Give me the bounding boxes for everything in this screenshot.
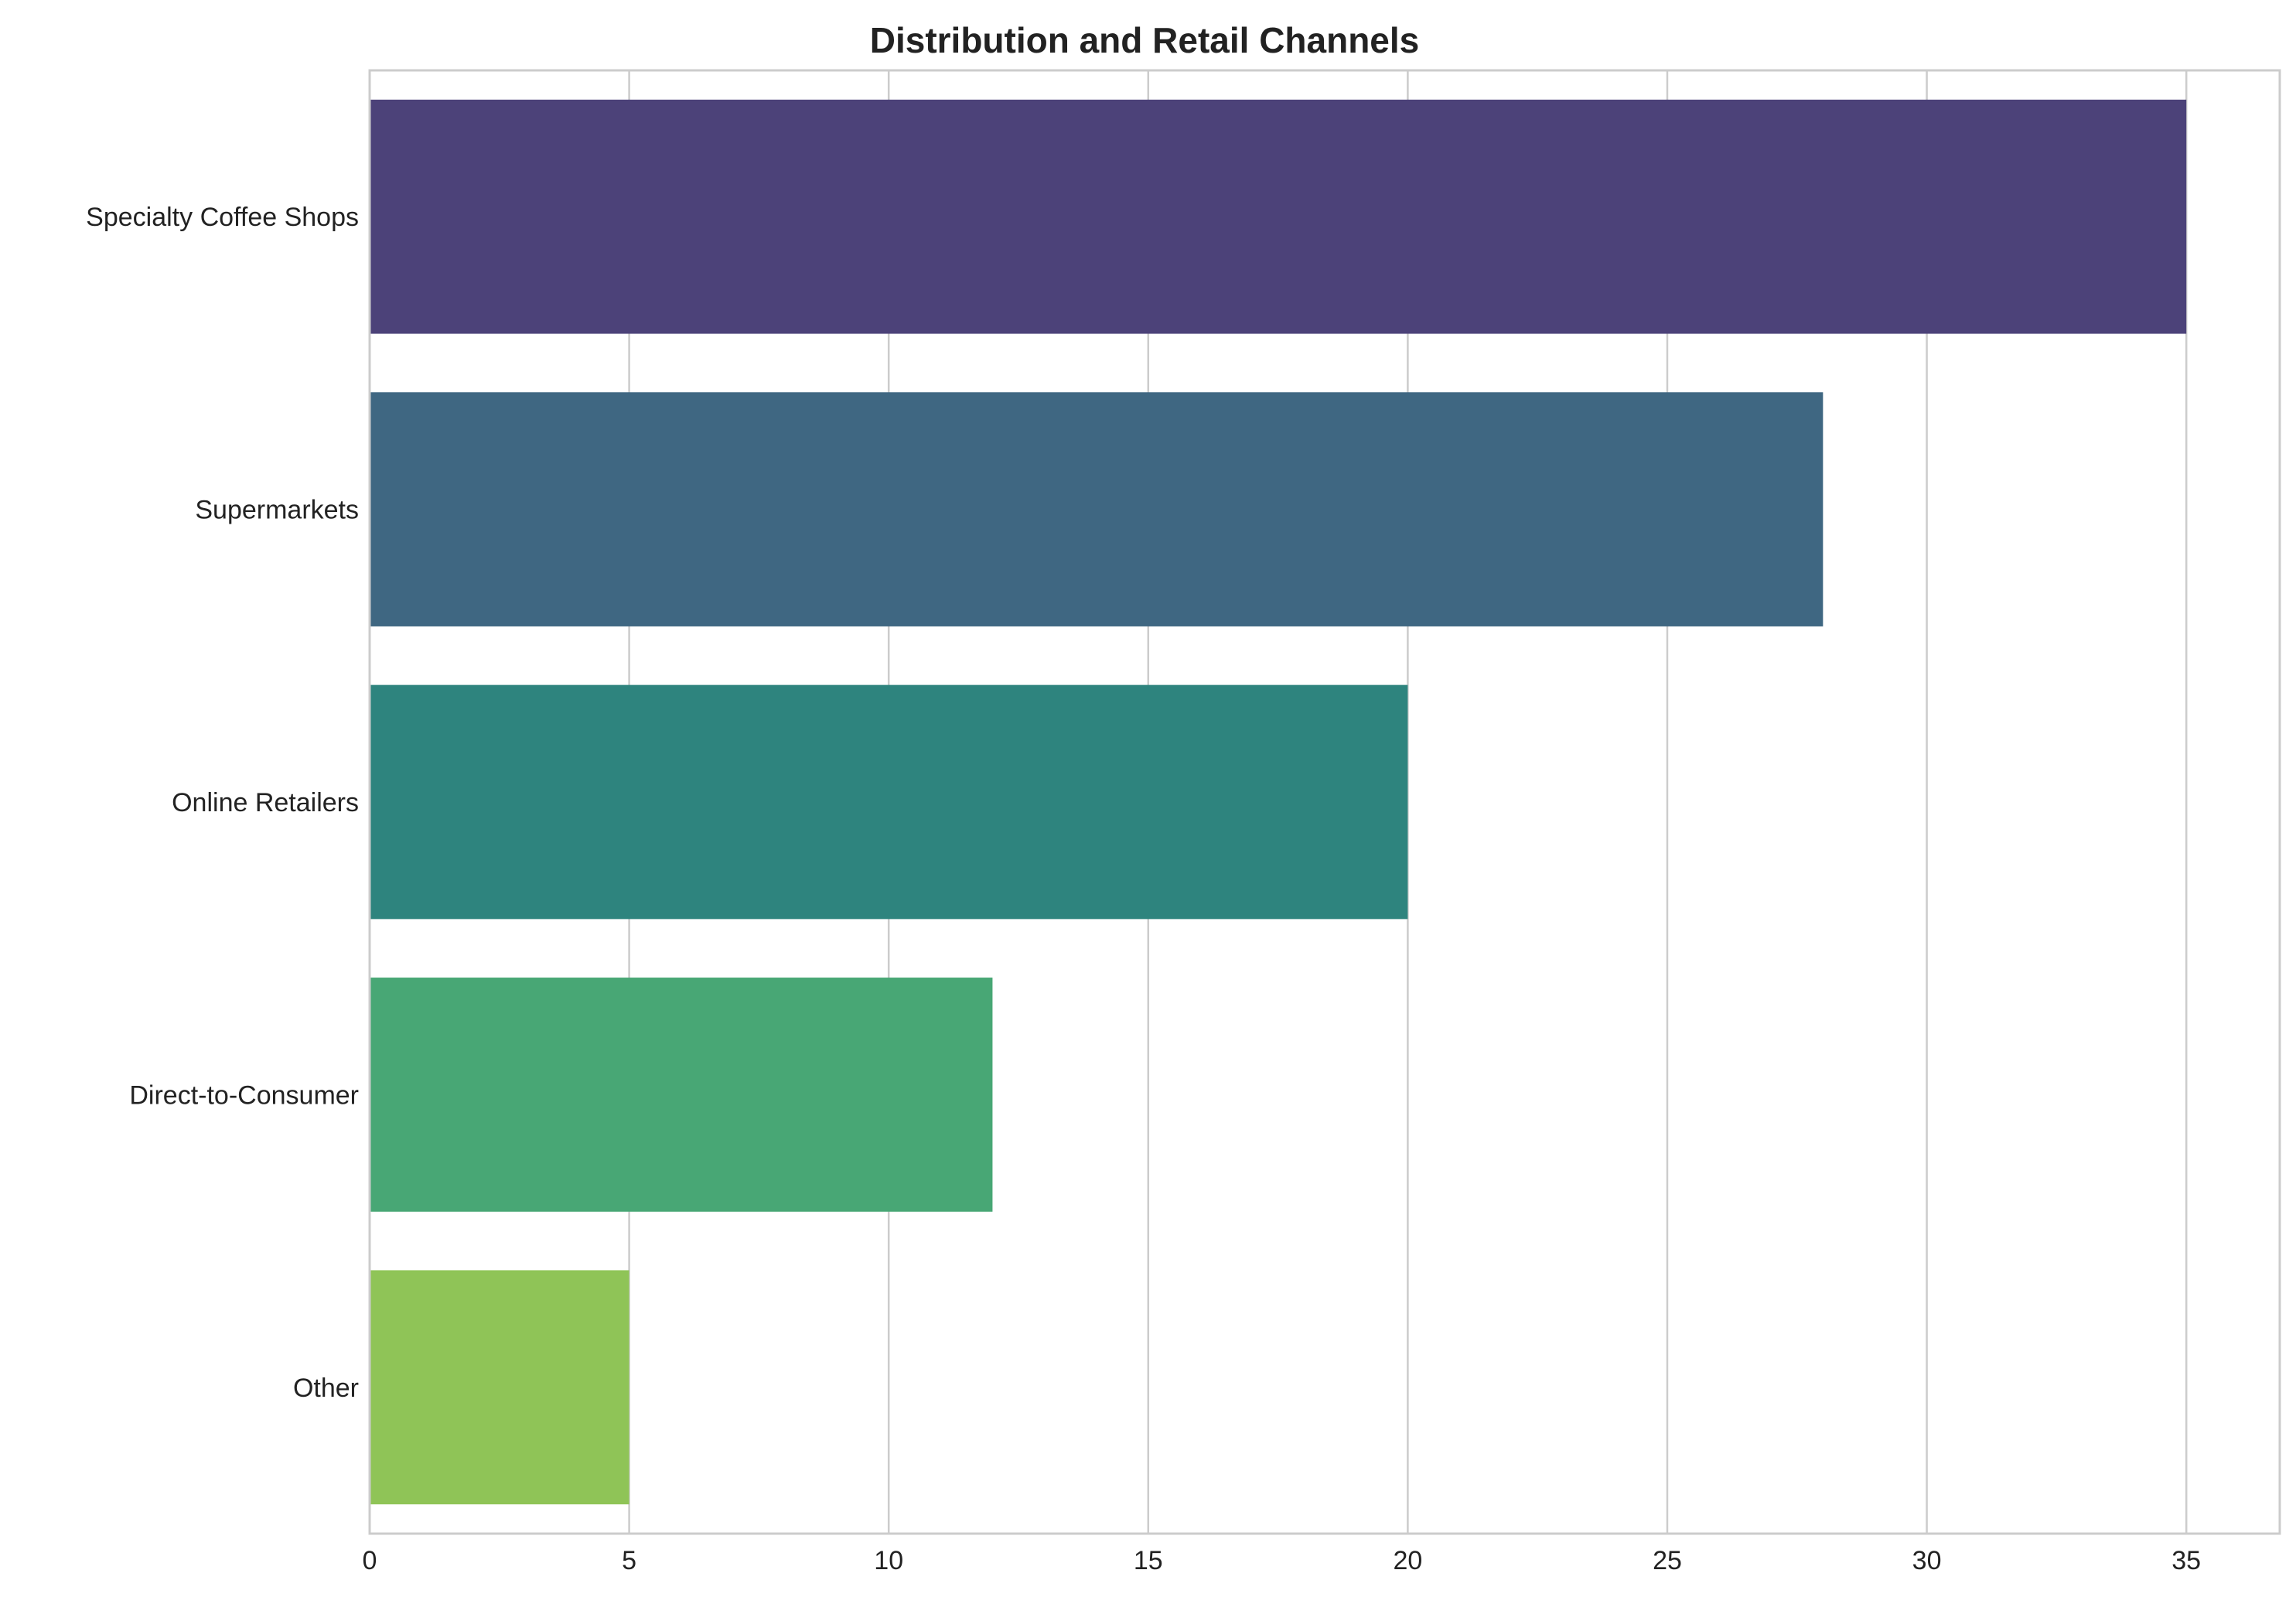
x-tick-label: 30 <box>1912 1546 1942 1575</box>
y-category-label: Other <box>293 1374 359 1403</box>
x-tick-label: 5 <box>622 1546 636 1575</box>
y-category-label: Supermarkets <box>195 496 359 525</box>
y-axis-categories: Specialty Coffee Shops Supermarkets Online… <box>86 203 359 1403</box>
x-tick-label: 25 <box>1653 1546 1682 1575</box>
bar-specialty-coffee-shops <box>370 99 2187 334</box>
bar-online-retailers <box>370 684 1408 920</box>
x-tick-label: 15 <box>1134 1546 1163 1575</box>
bar-supermarkets <box>370 392 1823 626</box>
plot-frame <box>368 69 2281 1535</box>
y-category-label: Specialty Coffee Shops <box>86 203 359 232</box>
y-category-label: Direct-to-Consumer <box>129 1080 359 1110</box>
bars <box>370 99 2187 1505</box>
chart-title: Distribution and Retail Channels <box>870 20 1420 60</box>
x-tick-label: 0 <box>363 1546 377 1575</box>
x-axis-ticks: 0 5 10 15 20 25 30 35 <box>363 1546 2202 1575</box>
x-tick-label: 20 <box>1393 1546 1422 1575</box>
x-tick-label: 35 <box>2171 1546 2201 1575</box>
bar-direct-to-consumer <box>370 978 993 1212</box>
x-tick-label: 10 <box>874 1546 903 1575</box>
bar-other <box>370 1270 629 1505</box>
y-category-label: Online Retailers <box>172 788 359 817</box>
